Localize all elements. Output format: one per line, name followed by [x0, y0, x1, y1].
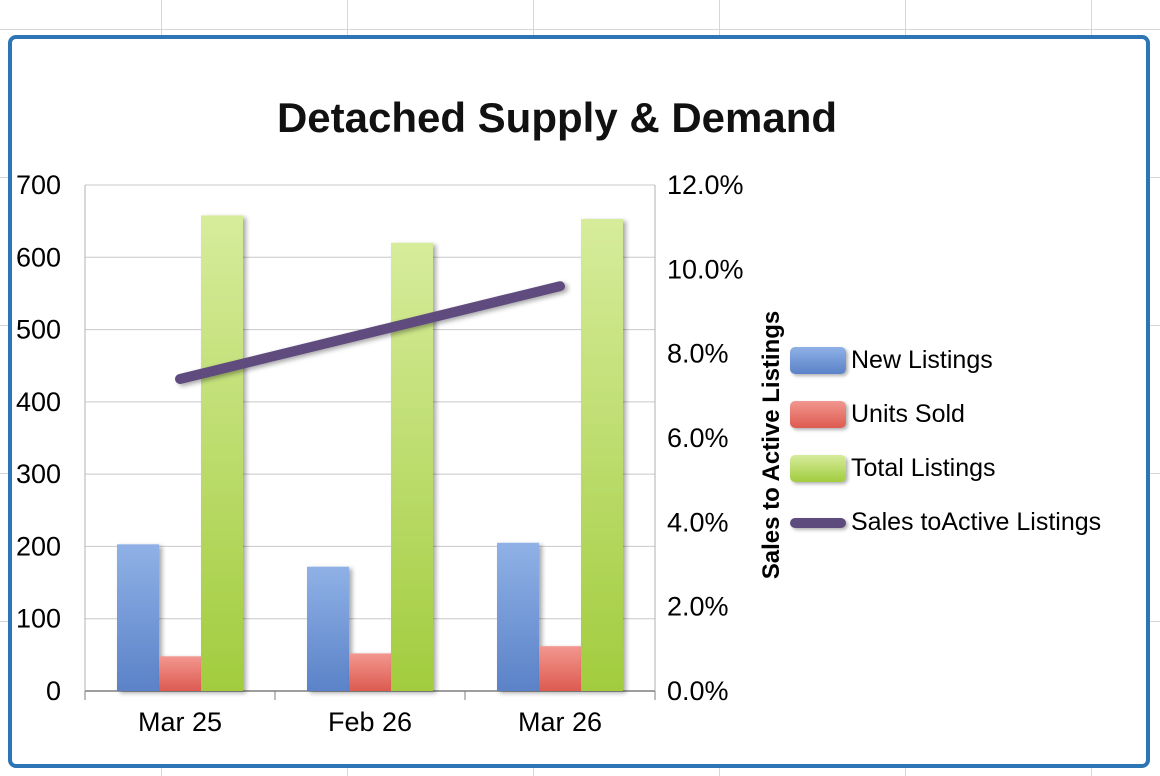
x-axis-label: Mar 25: [138, 707, 222, 737]
bar-new-listings-mar-26: [497, 542, 539, 691]
left-axis-tick-label: 400: [16, 387, 61, 417]
right-axis-tick-label: 4.0%: [667, 507, 729, 537]
right-axis-tick-label: 10.0%: [667, 254, 744, 284]
legend-label: Units Sold: [851, 400, 965, 428]
legend-swatch-total-listings: [790, 455, 846, 482]
legend-item-units-sold: Units Sold: [790, 400, 1101, 428]
legend-item-sales-to-active-listings: Sales toActive Listings: [790, 508, 1102, 536]
x-axis-label: Feb 26: [328, 707, 412, 737]
legend-swatch-sales-to-active-listings: [790, 517, 846, 528]
bar-units-sold-mar-25: [159, 656, 201, 691]
legend-item-total-listings: Total Listings: [790, 454, 1101, 482]
bar-new-listings-feb-26: [307, 566, 349, 691]
left-axis-tick-label: 600: [16, 242, 61, 272]
bar-units-sold-mar-26: [539, 646, 581, 691]
legend-swatch-new-listings: [790, 347, 846, 374]
line-sales-toactive-listings: [175, 281, 565, 384]
x-axis-label: Mar 26: [518, 707, 602, 737]
right-axis-tick-label: 6.0%: [667, 423, 729, 453]
bar-new-listings-mar-25: [117, 544, 159, 691]
left-axis-tick-label: 700: [16, 170, 61, 200]
bar-units-sold-feb-26: [349, 653, 391, 691]
bar-total-listings-mar-26: [581, 219, 623, 691]
bar-total-listings-mar-25: [201, 215, 243, 691]
left-axis-tick-label: 300: [16, 459, 61, 489]
right-axis-title: Sales to Active Listings: [758, 310, 785, 580]
legend-label: New Listings: [851, 346, 993, 374]
legend-item-new-listings: New Listings: [790, 346, 1101, 374]
left-axis-tick-label: 200: [16, 531, 61, 561]
right-axis-tick-label: 8.0%: [667, 339, 729, 369]
chart-legend: New Listings Units Sold Total Listings S…: [790, 346, 1102, 536]
left-axis-tick-label: 100: [16, 604, 61, 634]
chart-plot: Mar 25 Feb 26 Mar 26 0 100 200 300 400 500 600 700…: [16, 170, 744, 737]
chart-title: Detached Supply & Demand: [276, 94, 838, 141]
right-axis-tick-label: 12.0%: [667, 170, 744, 200]
right-axis-tick-label: 2.0%: [667, 592, 729, 622]
chart-frame[interactable]: Detached Supply & Demand Mar 25 Feb 26 Mar…: [8, 35, 1150, 768]
bar-total-listings-feb-26: [391, 242, 433, 692]
legend-label: Sales toActive Listings: [851, 508, 1102, 536]
legend-label: Total Listings: [851, 454, 996, 482]
legend-swatch-units-sold: [790, 401, 846, 428]
left-axis-tick-label: 500: [16, 315, 61, 345]
left-axis-tick-label: 0: [46, 676, 61, 706]
right-axis-tick-label: 0.0%: [667, 676, 729, 706]
